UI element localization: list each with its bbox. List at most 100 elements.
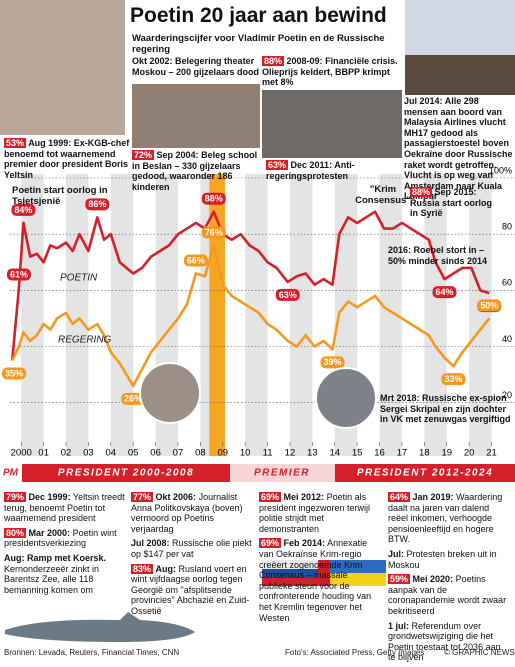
photo <box>315 367 377 429</box>
x-tick-label: 18 <box>419 448 430 459</box>
x-tick-label: 11 <box>263 448 273 459</box>
photo <box>262 90 402 158</box>
event: 88% Sep 2015: Russia start oorlog in Syr… <box>410 187 502 219</box>
event: 1 jul: Referendum over grondwetswijzigin… <box>388 621 510 663</box>
event-text: Russia start oorlog in Syrië <box>410 197 493 219</box>
event-date: Aug 1999: <box>28 138 72 148</box>
value-label: 35% <box>5 368 23 378</box>
timeline-bar <box>335 464 515 482</box>
value-label: 39% <box>323 357 341 367</box>
event-badge: 53% <box>4 138 27 148</box>
event-text: Ex-KGB-chef benoemd tot waarnemend premi… <box>4 138 130 180</box>
x-tick-label: 20 <box>464 448 475 459</box>
value-label-box <box>201 192 226 205</box>
footer-credit: © GRAPHIC NEWS <box>444 648 515 657</box>
value-label-box <box>2 367 26 380</box>
event-text: Russische olie piekt op $147 per vat <box>131 538 252 559</box>
year-stripe <box>469 174 492 456</box>
event-column: 69% Mei 2012: Poetin als president ingez… <box>259 492 381 627</box>
event-text: Beleg school in Beslan – 330 gijzelaars … <box>132 150 258 192</box>
value-label: 84% <box>14 205 32 215</box>
timeline-bar <box>22 464 230 482</box>
timeline-label: PRESIDENT 2000-2008 <box>58 468 194 479</box>
event-date: Jul 2014: <box>404 96 443 106</box>
event-text: Protesten breken uit in Moskou <box>388 548 497 570</box>
value-label: 86% <box>88 199 106 209</box>
event-date: 1 jul: <box>388 620 410 631</box>
event-date: Mei 2012: <box>283 492 325 502</box>
x-tick-label: 05 <box>128 448 139 459</box>
series-line <box>11 244 491 388</box>
event: 79% Dec 1999: Yeltsin treedt terug, beno… <box>4 492 126 524</box>
legend-label: POETIN <box>60 273 98 284</box>
event-date: Dec 2011: <box>290 160 333 170</box>
value-label-box <box>11 203 36 216</box>
event-badge: 88% <box>262 56 285 66</box>
year-stripe <box>21 174 44 456</box>
timeline-label: PRESIDENT 2012-2024 <box>357 468 493 479</box>
event-column: 79% Dec 1999: Yeltsin treedt terug, beno… <box>4 492 126 599</box>
value-label: 76% <box>205 227 223 237</box>
timeline-label: PREMIER <box>254 468 310 479</box>
annotation: "Krim Consensus" <box>355 184 411 206</box>
x-tick-label: 06 <box>150 448 161 459</box>
event: Mrt 2018: Russische ex-spion Sergei Skri… <box>380 393 514 425</box>
y-tick-label: 60 <box>502 278 512 288</box>
event-date: Sep 2015: <box>434 187 477 197</box>
photo <box>0 0 125 135</box>
title: Poetin 20 jaar aan bewind <box>130 4 387 27</box>
event-date: 2016: <box>388 245 412 255</box>
event-text: Anti-regeringsprotesten <box>266 160 355 181</box>
x-tick-label: 13 <box>307 448 318 459</box>
annotation: Poetin start oorlog in Tsjetsjenië <box>12 185 108 207</box>
value-label-box <box>320 356 345 369</box>
event-date: Mar 2000: <box>28 527 71 538</box>
event-text: Poetins aanpak van de coronapandemie wor… <box>388 574 507 616</box>
timeline-bar <box>230 464 335 482</box>
event-text: Waardering daalt na jaren van dalend reë… <box>388 492 503 545</box>
event-text: Financiële crisis. Olieprijs keldert, BB… <box>262 56 398 88</box>
event-badge: 64% <box>388 492 411 502</box>
photo <box>132 84 260 148</box>
event: 59% Mei 2020: Poetins aanpak van de coro… <box>388 574 510 616</box>
event-date: Okt 2002: <box>132 56 173 66</box>
value-label-box <box>183 254 208 267</box>
x-tick-label: 12 <box>285 448 296 459</box>
event-date: Mei 2020: <box>412 574 454 585</box>
year-stripe <box>289 174 313 456</box>
event-date: Mrt 2018: <box>380 393 420 403</box>
event: 53% Aug 1999: Ex-KGB-chef benoemd tot wa… <box>4 138 130 180</box>
event: 88% 2008-09: Financiële crisis. Olieprij… <box>262 56 404 88</box>
x-tick-label: 08 <box>195 448 206 459</box>
event-badge: 72% <box>132 150 155 160</box>
event-text: Kernonderzeeër zinkt in Barentsz Zee, al… <box>4 563 100 595</box>
value-label: 26% <box>124 394 142 404</box>
value-label: 61% <box>10 269 28 279</box>
event-badge: 69% <box>259 492 282 502</box>
event-text: Poetin wint presidentsverkiezing <box>4 527 117 549</box>
x-tick-label: 2000 <box>11 448 32 459</box>
event: Jul 2014: Alle 298 mensen aan boord van … <box>404 96 514 202</box>
x-tick-label: 19 <box>441 448 452 459</box>
photo <box>405 0 515 55</box>
legend-label: REGERING <box>58 335 112 346</box>
x-tick-label: 02 <box>61 448 72 459</box>
x-tick-label: 09 <box>217 448 228 459</box>
value-label: 33% <box>444 374 462 384</box>
value-label-box <box>432 286 457 299</box>
event-text: Russische ex-spion Sergei Skripal en zij… <box>380 393 511 425</box>
event-column: 64% Jan 2019: Waardering daalt na jaren … <box>388 492 510 667</box>
year-stripe <box>65 174 89 456</box>
timeline: PM PRESIDENT 2000-2008 PREMIER PRESIDENT… <box>3 464 515 482</box>
event: 80% Mar 2000: Poetin wint presidentsverk… <box>4 527 126 549</box>
event-badge: 63% <box>266 160 289 170</box>
footer-sources: Bronnen: Levada, Reuters, Financial Time… <box>4 648 180 657</box>
value-label-box <box>6 268 31 281</box>
value-label: 64% <box>435 287 453 297</box>
event-text: Yeltsin treedt terug, benoemt Poetin tot… <box>4 492 125 524</box>
photo <box>139 362 201 424</box>
photo <box>405 55 515 95</box>
year-stripe <box>245 174 268 456</box>
event-badge: 88% <box>410 187 433 197</box>
